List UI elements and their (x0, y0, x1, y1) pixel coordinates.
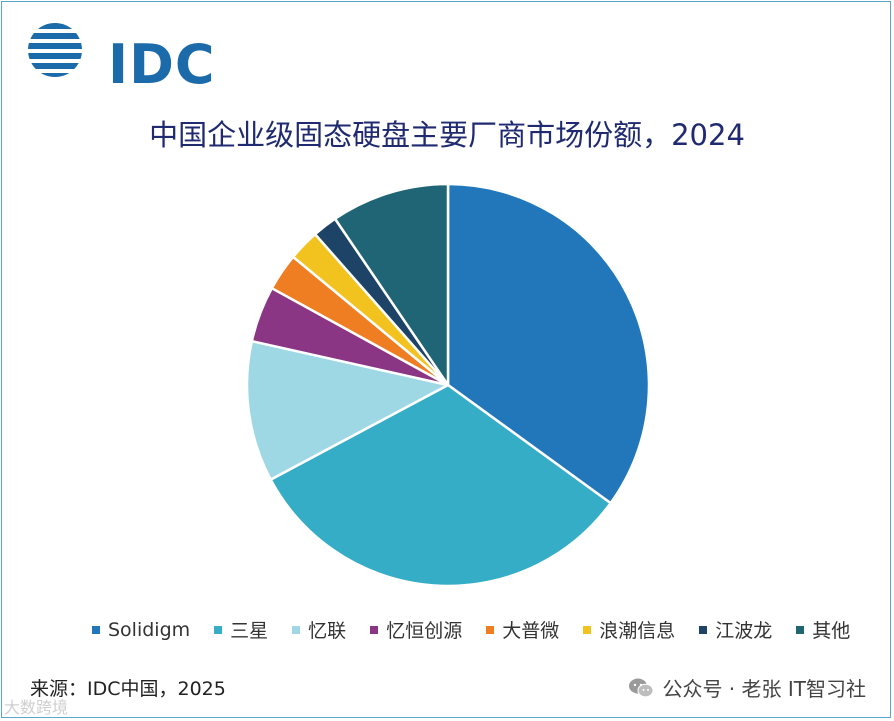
idc-logo: IDC (25, 20, 215, 92)
pie-slice-0 (446, 182, 651, 505)
legend-item-5: 浪潮信息 (583, 616, 675, 643)
legend-swatch (370, 625, 379, 634)
wechat-icon (629, 678, 654, 697)
legend-label: Solidigm (108, 618, 191, 641)
watermark-text: 公众号 · 老张 IT智习社 (662, 677, 866, 701)
legend-swatch (292, 625, 301, 634)
chart-title: 中国企业级固态硬盘主要厂商市场份额，2024 (149, 118, 745, 152)
legend-swatch (486, 625, 495, 634)
legend-label: 浪潮信息 (599, 620, 676, 642)
legend-item-3: 忆恒创源 (370, 616, 462, 643)
logo-text: IDC (108, 33, 216, 96)
legend-item-2: 忆联 (292, 616, 346, 643)
legend-swatch (92, 625, 100, 634)
legend-swatch (583, 625, 592, 634)
legend-item-7: 其他 (796, 616, 850, 643)
pie-slice-7 (333, 182, 450, 387)
legend-label: 三星 (230, 620, 269, 642)
chart-legend: Solidigm 三星 忆联 忆恒创源 大普微 浪潮信息 江波龙 其他 (92, 616, 874, 643)
legend-item-6: 江波龙 (699, 616, 772, 643)
legend-item-1: 三星 (214, 616, 268, 643)
legend-label: 忆联 (308, 620, 347, 642)
pie-slice-2 (245, 339, 450, 481)
legend-item-4: 大普微 (486, 616, 559, 643)
legend-swatch (699, 625, 708, 634)
legend-item-0: Solidigm (92, 619, 190, 641)
legend-swatch (796, 625, 805, 634)
idc-globe-logo-icon (28, 23, 82, 77)
legend-label: 大普微 (502, 620, 560, 642)
source-note: 来源：IDC中国，2025 (30, 678, 226, 700)
corner-watermark: 大数跨境 (4, 698, 69, 717)
watermark: 公众号 · 老张 IT智习社 (628, 673, 866, 702)
legend-swatch (214, 625, 223, 634)
legend-label: 其他 (812, 620, 851, 642)
legend-label: 忆恒创源 (386, 620, 463, 642)
pie-slices (245, 182, 651, 588)
legend-label: 江波龙 (715, 620, 773, 642)
